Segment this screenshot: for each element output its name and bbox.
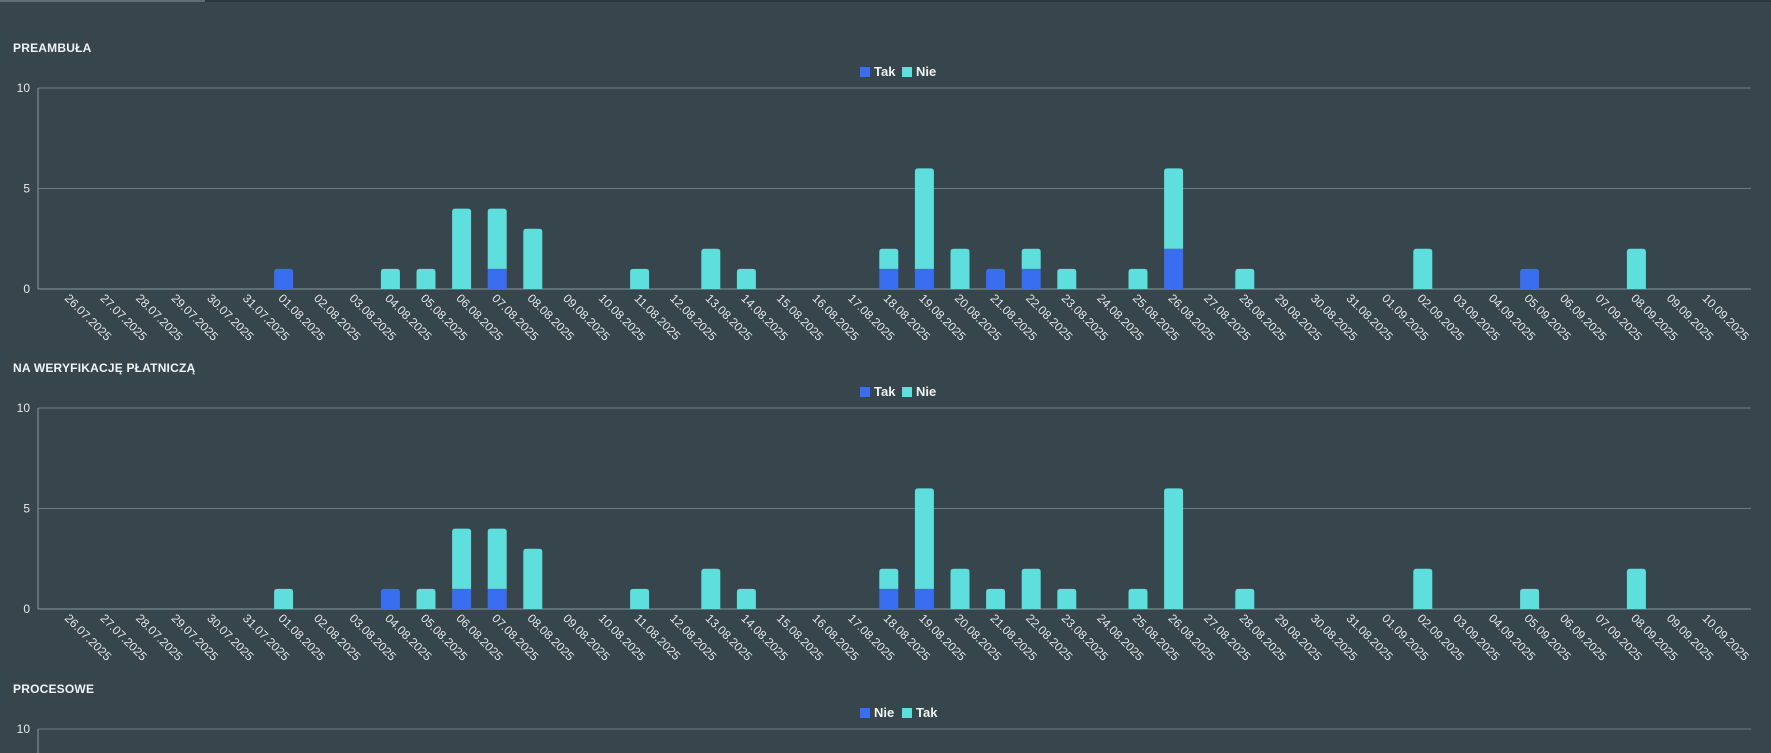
legend-swatch-tak[interactable] — [860, 67, 870, 77]
y-tick-label: 5 — [23, 182, 30, 196]
y-tick-label: 10 — [17, 81, 31, 95]
legend-label-nie[interactable]: Nie — [916, 384, 936, 399]
bar-nie-06.08.2025[interactable] — [452, 208, 472, 289]
bar-tak-26.08.2025[interactable] — [1164, 248, 1184, 289]
bar-nie-07.08.2025[interactable] — [487, 208, 507, 269]
tab-strip — [0, 0, 1771, 2]
bar-nie-08.08.2025[interactable] — [523, 548, 543, 609]
bar-nie-13.08.2025[interactable] — [701, 568, 721, 609]
bar-nie-02.09.2025[interactable] — [1413, 568, 1433, 609]
bar-nie-18.08.2025[interactable] — [879, 568, 899, 589]
bar-nie-20.08.2025[interactable] — [950, 248, 970, 289]
y-tick-label: 0 — [23, 602, 30, 616]
bar-nie-19.08.2025[interactable] — [914, 168, 934, 269]
bar-nie-28.08.2025[interactable] — [1235, 588, 1255, 609]
bar-nie-22.08.2025[interactable] — [1021, 568, 1041, 609]
bar-nie-26.08.2025[interactable] — [1164, 168, 1184, 249]
legend-label-tak[interactable]: Tak — [874, 64, 896, 79]
legend: Tak Nie — [860, 384, 936, 399]
bar-tak-07.08.2025[interactable] — [487, 268, 507, 289]
y-tick-label: 10 — [17, 722, 31, 736]
bar-nie-02.09.2025[interactable] — [1413, 248, 1433, 289]
bar-tak-22.08.2025[interactable] — [1021, 268, 1041, 289]
bar-tak-06.08.2025[interactable] — [452, 588, 472, 609]
bar-nie-01.08.2025[interactable] — [274, 588, 294, 609]
bar-nie-28.08.2025[interactable] — [1235, 268, 1255, 289]
y-tick-label: 5 — [23, 502, 30, 516]
bar-tak-01.08.2025[interactable] — [274, 268, 294, 289]
bar-tak-19.08.2025[interactable] — [914, 268, 934, 289]
bar-tak-07.08.2025[interactable] — [487, 588, 507, 609]
bar-nie-14.08.2025[interactable] — [736, 268, 756, 289]
bar-nie-22.08.2025[interactable] — [1021, 248, 1041, 269]
bar-nie-07.08.2025[interactable] — [487, 528, 507, 589]
chart-weryfikacja-platnicza: Tak Nie051026.07.202527.07.202528.07.2025… — [17, 384, 1752, 664]
bar-nie-08.09.2025[interactable] — [1626, 248, 1646, 289]
legend-label-tak[interactable]: Tak — [916, 705, 938, 720]
bar-nie-20.08.2025[interactable] — [950, 568, 970, 609]
bar-nie-25.08.2025[interactable] — [1128, 588, 1148, 609]
bar-tak-05.09.2025[interactable] — [1520, 268, 1540, 289]
bar-nie-14.08.2025[interactable] — [736, 588, 756, 609]
bar-nie-08.08.2025[interactable] — [523, 228, 543, 289]
legend-swatch-nie[interactable] — [902, 67, 912, 77]
bar-tak-18.08.2025[interactable] — [879, 588, 899, 609]
bar-nie-23.08.2025[interactable] — [1057, 268, 1077, 289]
chart-title-weryfikacja: NA WERYFIKACJĘ PŁATNICZĄ — [13, 361, 196, 375]
legend-swatch-nie[interactable] — [902, 387, 912, 397]
y-tick-label: 0 — [23, 282, 30, 296]
bar-tak-21.08.2025[interactable] — [986, 268, 1006, 289]
bar-nie-05.08.2025[interactable] — [416, 268, 436, 289]
y-tick-label: 10 — [17, 401, 31, 415]
bar-tak-18.08.2025[interactable] — [879, 268, 899, 289]
legend-swatch-tak[interactable] — [860, 387, 870, 397]
bar-nie-06.08.2025[interactable] — [452, 528, 472, 589]
bar-nie-21.08.2025[interactable] — [986, 588, 1006, 609]
bar-nie-13.08.2025[interactable] — [701, 248, 721, 289]
legend: Nie Tak — [860, 705, 938, 720]
bar-nie-08.09.2025[interactable] — [1626, 568, 1646, 609]
chart-title-preambula: PREAMBUŁA — [13, 41, 92, 55]
bar-nie-11.08.2025[interactable] — [630, 588, 650, 609]
active-tab-indicator[interactable] — [0, 0, 205, 2]
chart-preambula: Tak Nie051026.07.202527.07.202528.07.2025… — [17, 64, 1752, 344]
legend: Tak Nie — [860, 64, 936, 79]
bar-nie-05.08.2025[interactable] — [416, 588, 436, 609]
bar-nie-04.08.2025[interactable] — [380, 268, 400, 289]
legend-swatch-tak[interactable] — [902, 708, 912, 718]
bar-nie-23.08.2025[interactable] — [1057, 588, 1077, 609]
bar-tak-04.08.2025[interactable] — [380, 588, 400, 609]
legend-label-nie[interactable]: Nie — [874, 705, 894, 720]
bar-nie-11.08.2025[interactable] — [630, 268, 650, 289]
bar-nie-25.08.2025[interactable] — [1128, 268, 1148, 289]
chart-title-procesowe: PROCESOWE — [13, 682, 95, 696]
bar-nie-05.09.2025[interactable] — [1520, 588, 1540, 609]
bar-nie-26.08.2025[interactable] — [1164, 488, 1184, 609]
bar-nie-19.08.2025[interactable] — [914, 488, 934, 589]
legend-label-tak[interactable]: Tak — [874, 384, 896, 399]
legend-swatch-nie[interactable] — [860, 708, 870, 718]
bar-tak-19.08.2025[interactable] — [914, 588, 934, 609]
legend-label-nie[interactable]: Nie — [916, 64, 936, 79]
chart-procesowe: Nie Tak 10 — [17, 705, 1751, 753]
bar-nie-18.08.2025[interactable] — [879, 248, 899, 269]
